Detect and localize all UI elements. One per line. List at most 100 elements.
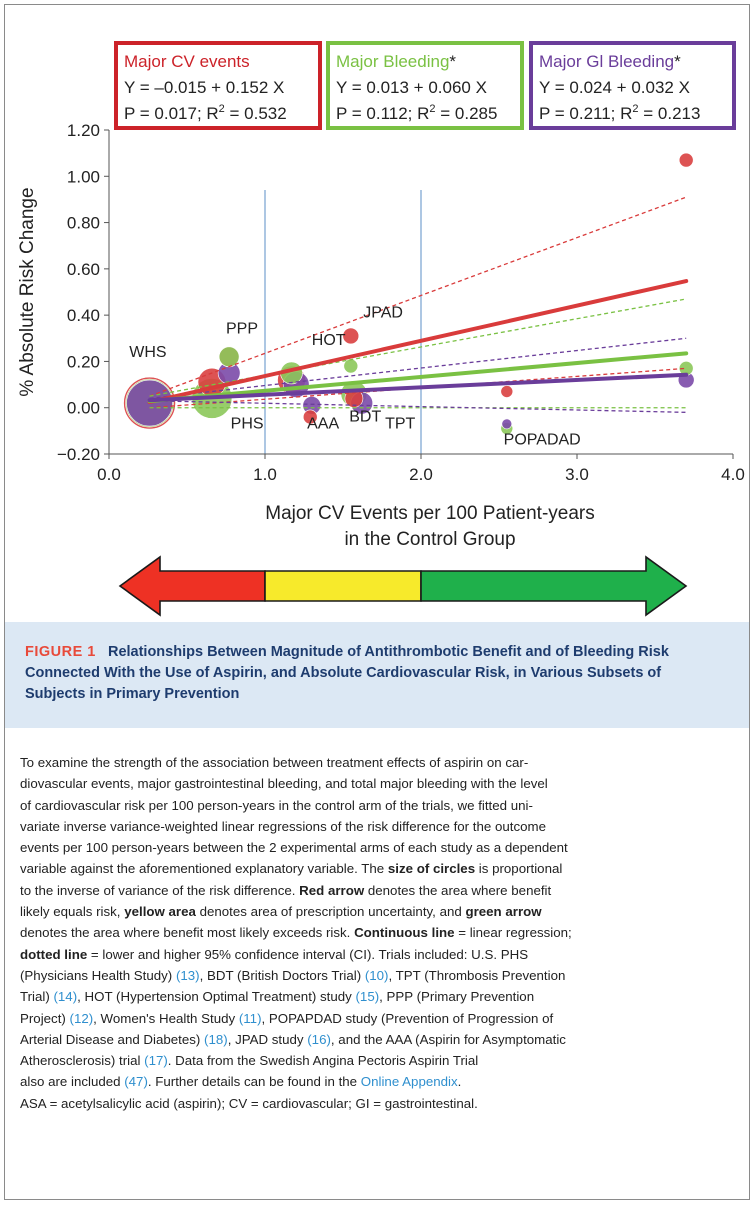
caption-bold: yellow area	[124, 904, 196, 920]
caption-text: To examine the strength of the associati…	[20, 755, 529, 770]
reference-link[interactable]: (17)	[144, 1053, 168, 1069]
legend-stats-2: P = 0.211; R2 = 0.213	[539, 103, 700, 123]
caption-text: ASA = acetylsalicylic acid (aspirin); CV…	[20, 1095, 478, 1111]
ci-upper-line-series-2	[149, 337, 687, 400]
caption-band: FIGURE 1 Relationships Between Magnitude…	[5, 622, 749, 728]
reference-link[interactable]: (18)	[204, 1031, 228, 1047]
caption-text: , Women's Health Study	[93, 1010, 239, 1026]
x-axis-title-line2: in the Control Group	[344, 529, 515, 550]
x-tick-label: 0.0	[97, 465, 121, 484]
x-tick-label: 3.0	[565, 465, 589, 484]
caption-text: Trial)	[20, 989, 54, 1005]
legend-title-1: Major Bleeding*	[336, 52, 456, 71]
trial-label: PPP	[226, 321, 258, 338]
caption-text: = lower and higher 95% confidence interv…	[87, 946, 529, 962]
trial-label: WHS	[129, 344, 166, 361]
caption-text: denotes area of prescription uncertainty…	[195, 904, 466, 920]
legend-superscript: 2	[429, 103, 435, 115]
trial-label: TPT	[385, 416, 415, 433]
reference-link[interactable]: (11)	[238, 1010, 262, 1026]
legend-equation-0: Y = –0.015 + 0.152 X	[124, 78, 284, 97]
data-point-series-0	[302, 409, 318, 425]
risk-arrow-segment-1	[264, 570, 422, 602]
y-tick-label: 0.80	[67, 214, 100, 233]
caption-bold: Continuous line	[354, 925, 455, 941]
caption-text: Arterial Disease and Diabetes)	[20, 1031, 205, 1047]
trial-label: BDT	[349, 409, 381, 426]
reference-link[interactable]: (16)	[307, 1031, 331, 1047]
reference-link[interactable]: (13)	[175, 967, 200, 983]
trial-label: PHS	[231, 416, 264, 433]
legend-superscript: 2	[632, 103, 638, 115]
online-appendix-link[interactable]: Online Appendix	[360, 1074, 458, 1090]
caption-text: of cardiovascular risk per 100 person-ye…	[20, 797, 533, 813]
caption-bold: green arrow	[465, 904, 542, 920]
x-tick-label: 2.0	[409, 465, 433, 484]
y-tick-label: 1.20	[67, 121, 100, 140]
y-tick-label: 0.00	[67, 399, 100, 418]
reference-link[interactable]: (47)	[124, 1074, 148, 1090]
trial-label: JPAD	[363, 304, 403, 321]
caption-text: likely equals risk,	[20, 904, 125, 920]
figure-frame	[4, 4, 750, 1200]
risk-arrow-segment-0	[118, 555, 266, 617]
caption-text: Project)	[20, 1010, 70, 1026]
legend-box-1	[326, 41, 524, 130]
caption-bold: dotted line	[20, 946, 88, 962]
legend-superscript: 2	[219, 103, 225, 115]
y-tick-label: 0.60	[67, 260, 100, 279]
legend-title-2: Major Gl Bleeding*	[539, 52, 681, 71]
legend-box-2	[529, 41, 736, 130]
legend-stats-1: P = 0.112; R2 = 0.285	[336, 103, 497, 123]
caption-text: denotes the area where benefit	[364, 882, 552, 898]
legend-star: *	[674, 52, 681, 71]
legend-stats-suffix: = 0.285	[436, 104, 498, 123]
trial-label: AAA	[307, 416, 339, 433]
caption-text: , BDT (British Doctors Trial)	[199, 967, 365, 983]
x-axis-title-line1: Major CV Events per 100 Patient-years	[265, 503, 595, 524]
trial-label: POPADAD	[504, 432, 581, 449]
y-tick-label: 1.00	[67, 167, 100, 186]
caption-text: , JPAD study	[227, 1031, 308, 1047]
legend-equation-2: Y = 0.024 + 0.032 X	[539, 78, 690, 97]
caption-text: Atherosclerosis) trial	[20, 1053, 145, 1069]
reference-link[interactable]: (12)	[69, 1010, 94, 1026]
caption-text: , and the AAA (Aspirin for Asymptomatic	[330, 1031, 566, 1047]
legend-star: *	[449, 52, 456, 71]
caption-text: , HOT (Hypertension Optimal Treatment) s…	[77, 989, 356, 1005]
reference-link[interactable]: (10)	[364, 967, 389, 983]
regression-line-series-0	[147, 279, 689, 405]
caption-text: to the inverse of variance of the risk d…	[20, 882, 300, 898]
figure-title: Relationships Between Magnitude of Antit…	[25, 644, 669, 702]
caption-bold: Red arrow	[299, 882, 365, 898]
caption-body: To examine the strength of the associati…	[20, 752, 736, 1114]
caption-text: , PPP (Primary Prevention	[379, 989, 535, 1005]
caption-text: is proportional	[475, 861, 563, 877]
caption-text: .	[457, 1074, 462, 1090]
caption-text: , TPT (Thrombosis Prevention	[388, 967, 566, 983]
caption-text: events per 100 person-years between the …	[20, 840, 568, 856]
caption-title: FIGURE 1 Relationships Between Magnitude…	[25, 642, 725, 705]
legend-box-0	[114, 41, 322, 130]
legend-equation-1: Y = 0.013 + 0.060 X	[336, 78, 487, 97]
data-point-series-0	[678, 152, 694, 168]
x-tick-label: 1.0	[253, 465, 277, 484]
reference-link[interactable]: (14)	[53, 989, 78, 1005]
caption-text: . Data from the Swedish Angina Pectoris …	[167, 1053, 479, 1069]
caption-text: . Further details can be found in the	[147, 1074, 361, 1090]
y-tick-label: 0.40	[67, 306, 100, 325]
ci-upper-line-series-0	[149, 196, 687, 397]
reference-link[interactable]: (15)	[355, 989, 380, 1005]
data-point-series-2	[501, 418, 513, 430]
y-tick-label: −0.20	[57, 445, 100, 464]
caption-text: denotes the area where benefit most like…	[20, 925, 355, 941]
regression-line-series-1	[147, 351, 689, 404]
ci-lower-line-series-2	[149, 400, 687, 413]
x-tick-label: 4.0	[721, 465, 745, 484]
caption-text: = linear regression;	[454, 925, 572, 941]
regression-line-series-2	[147, 372, 689, 403]
figure-label: FIGURE 1	[25, 644, 96, 660]
risk-arrow-segment-2	[420, 555, 688, 617]
data-point-series-0	[342, 327, 360, 345]
chart: −0.20 0.00 0.20 0.40 0.60 0.80 1.00 1.20 0.0 1.0 2…	[17, 41, 745, 617]
